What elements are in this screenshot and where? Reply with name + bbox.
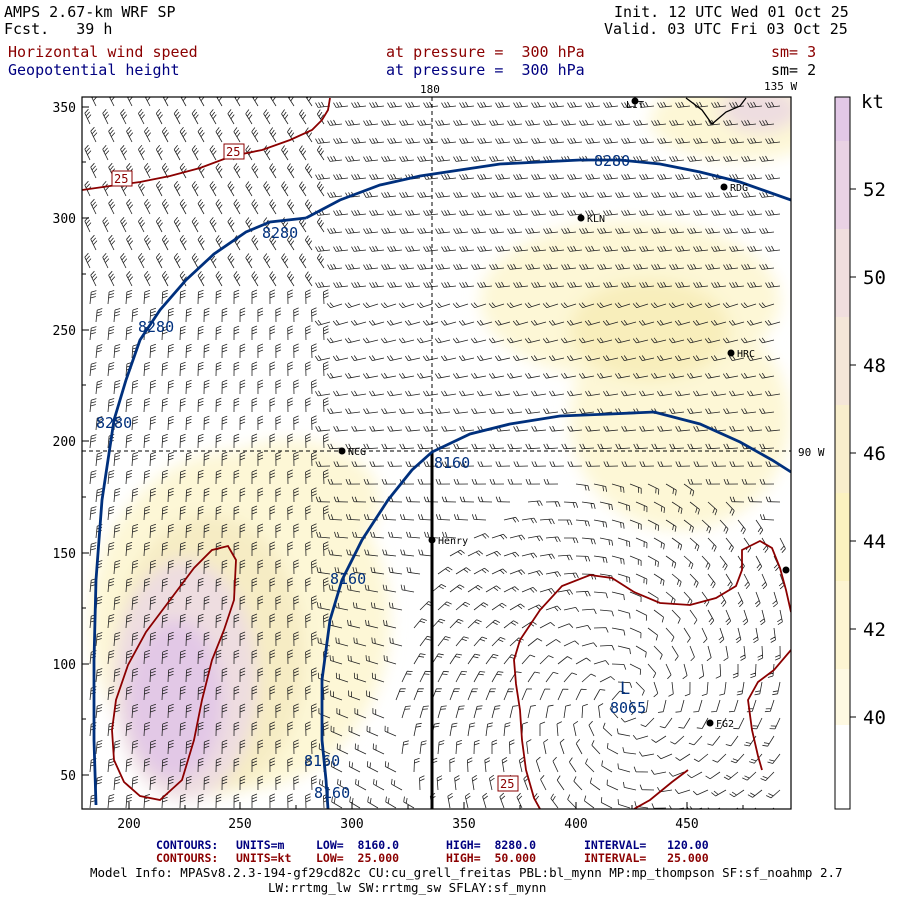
station-labels: LIT RDG KLN HRC NCG Henry FG2	[348, 100, 755, 730]
y-tick-350: 350	[53, 101, 76, 116]
y-tick-labels: 350 300 250 200 150 100 50	[53, 101, 76, 784]
wind-contour-labels: 25 25 25	[111, 143, 519, 792]
y-tick-200: 200	[53, 435, 76, 450]
station-lit: LIT	[626, 100, 644, 111]
colorbar-46: 46	[863, 443, 886, 465]
label-8280-a: 8280	[96, 414, 132, 432]
footer-c2-interval: INTERVAL= 25.000	[584, 851, 709, 865]
low-value: 8065	[610, 699, 646, 717]
station-henry: Henry	[438, 536, 468, 547]
footer-c2-units: UNITS=kt	[236, 851, 292, 865]
height-contour-labels: 8280 8280 8280 8280 8160 8160 8160 8160 …	[96, 152, 646, 802]
x-tick-450: 450	[675, 817, 698, 832]
station-fg2: FG2	[716, 719, 734, 730]
plot-frame	[81, 96, 792, 810]
station-rdg: RDG	[730, 183, 748, 194]
footer-c2-label: CONTOURS:	[156, 851, 219, 865]
colorbar-40: 40	[863, 707, 886, 729]
field1-level: at pressure = 300 hPa	[386, 43, 585, 61]
y-tick-300: 300	[53, 212, 76, 227]
label-8160-c: 8160	[304, 752, 340, 770]
x-tick-200: 200	[117, 817, 140, 832]
y-tick-100: 100	[53, 658, 76, 673]
label-8280-d: 8280	[594, 152, 630, 170]
station-markers	[338, 97, 790, 727]
model-info-physics: LW:rrtmg_lw SW:rrtmg_sw SFLAY:sf_mynn	[268, 880, 547, 895]
footer-c1-high: HIGH= 8280.0	[446, 838, 537, 852]
field2-name: Geopotential height	[8, 61, 180, 79]
coastline	[685, 97, 747, 125]
footer-c1-low: LOW= 8160.0	[316, 838, 400, 852]
footer-c1-label: CONTOURS:	[156, 838, 219, 852]
y-tick-50: 50	[60, 769, 76, 784]
colorbar-48: 48	[863, 355, 886, 377]
model-title: AMPS 2.67-km WRF SP	[4, 3, 176, 21]
colorbar-52: 52	[863, 179, 886, 201]
height-contours	[92, 158, 791, 809]
footer-c2-high: HIGH= 50.000	[446, 851, 537, 865]
colorbar-42: 42	[863, 619, 886, 641]
x-tick-labels: 200 250 300 350 400 450	[117, 817, 698, 832]
field2-level: at pressure = 300 hPa	[386, 61, 585, 79]
lon-180-label: 180	[420, 83, 440, 96]
footer-c1-units: UNITS=m	[236, 838, 285, 852]
lat-90w-label: 90 W	[798, 446, 825, 459]
footer-c1-interval: INTERVAL= 120.00	[584, 838, 709, 852]
geo-labels: 180 135 W 90 W	[420, 80, 825, 459]
colorbar-unit: kt	[861, 91, 884, 113]
wind-speed-contours	[82, 97, 791, 809]
field1-name: Horizontal wind speed	[8, 43, 198, 61]
station-ncg: NCG	[348, 447, 366, 458]
station-kln: KLN	[587, 214, 605, 225]
lon-135w-label: 135 W	[764, 80, 797, 93]
wind-label-a: 25	[114, 172, 128, 186]
label-8160-b: 8160	[330, 570, 366, 588]
forecast-hour: Fcst. 39 h	[4, 20, 113, 38]
x-tick-400: 400	[564, 817, 587, 832]
wind-label-b: 25	[226, 145, 240, 159]
field1-smoothing: sm= 3	[771, 43, 817, 61]
x-tick-350: 350	[452, 817, 475, 832]
y-tick-150: 150	[53, 547, 76, 562]
label-8160-a: 8160	[434, 454, 470, 472]
colorbar: kt 52 50 48 46 44 42 40	[834, 91, 886, 810]
init-time: Init. 12 UTC Wed 01 Oct 25	[614, 3, 849, 21]
colorbar-44: 44	[863, 531, 886, 553]
field2-smoothing: sm= 2	[771, 61, 817, 79]
model-info: Model Info: MPASv8.2.3-194-gf29cd82c CU:…	[90, 865, 843, 880]
label-8280-b: 8280	[138, 318, 174, 336]
wind-label-c: 25	[500, 777, 514, 791]
y-tick-250: 250	[53, 324, 76, 339]
station-hrc: HRC	[737, 349, 755, 360]
footer-c2-low: LOW= 25.000	[316, 851, 400, 865]
label-8160-d: 8160	[314, 784, 350, 802]
valid-time: Valid. 03 UTC Fri 03 Oct 25	[604, 20, 848, 38]
label-8280-c: 8280	[262, 224, 298, 242]
x-tick-300: 300	[340, 817, 363, 832]
axis-ticks	[82, 106, 744, 809]
low-marker: L	[620, 679, 630, 699]
x-tick-250: 250	[228, 817, 251, 832]
colorbar-50: 50	[863, 267, 886, 289]
